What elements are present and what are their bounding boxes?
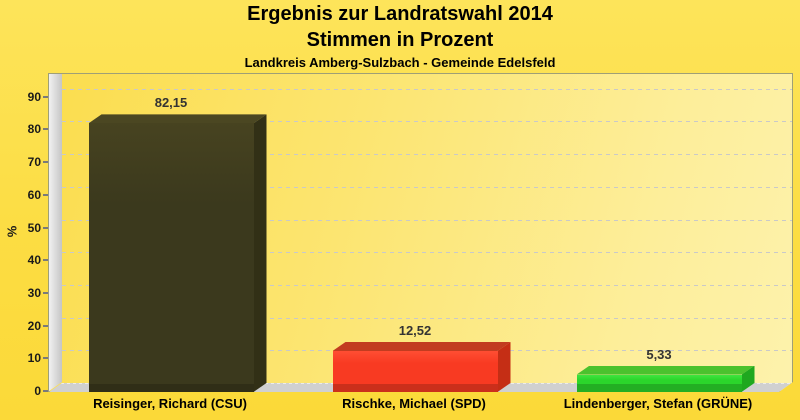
y-tick-label: 20 (27, 318, 41, 333)
bar-front-grne (577, 375, 742, 392)
bar-side-spd (498, 342, 511, 392)
gridline (62, 220, 792, 221)
y-tick-mark (43, 390, 48, 392)
y-tick-mark (43, 259, 48, 262)
bar-top-spd (333, 342, 511, 351)
gridline (62, 252, 792, 253)
chart-subtitle: Landkreis Amberg-Sulzbach - Gemeinde Ede… (244, 55, 556, 70)
bar-value-label: 82,15 (154, 95, 188, 111)
y-tick-label: 40 (27, 253, 41, 268)
bar-value-label: 5,33 (646, 346, 672, 362)
y-tick-mark (43, 291, 48, 294)
chart-title-line1: Ergebnis zur Landratswahl 2014 (247, 3, 553, 25)
category-label: Lindenberger, Stefan (GRÜNE) (563, 396, 753, 411)
y-tick-label: 0 (34, 384, 41, 398)
bar-front-spd (333, 351, 498, 392)
y-tick-mark (43, 193, 48, 196)
gridline (62, 154, 792, 155)
y-tick-label: 10 (27, 351, 41, 366)
plot-area: 82,15 12,52 5,33 (48, 73, 793, 392)
bar-side-csu (254, 114, 267, 392)
y-tick-mark (43, 95, 48, 98)
category-label: Rischke, Michael (SPD) (342, 396, 486, 411)
category-label: Reisinger, Richard (CSU) (93, 396, 247, 411)
y-tick-mark (43, 161, 48, 164)
y-tick-label: 50 (27, 220, 41, 235)
y-tick-label: 80 (27, 122, 41, 137)
bar-front-csu (89, 123, 254, 392)
bar-top-grne (577, 366, 755, 375)
bar-value-label: 12,52 (398, 323, 432, 339)
y-tick-label: 90 (27, 89, 41, 104)
y-tick-label: 70 (27, 155, 41, 170)
bar-top-csu (89, 114, 267, 123)
gridline (62, 89, 792, 90)
y-tick-mark (43, 357, 48, 360)
y-tick-mark (43, 128, 48, 131)
gridline (62, 318, 792, 319)
y-tick-label: 60 (27, 187, 41, 202)
y-tick-label: 30 (27, 285, 41, 300)
gridline (62, 121, 792, 122)
gridline (62, 187, 792, 188)
chart-title-line2: Stimmen in Prozent (306, 29, 494, 51)
gridline (62, 285, 792, 286)
y-tick-mark (43, 226, 48, 229)
y-tick-mark (43, 324, 48, 327)
axis-wall (49, 74, 62, 391)
